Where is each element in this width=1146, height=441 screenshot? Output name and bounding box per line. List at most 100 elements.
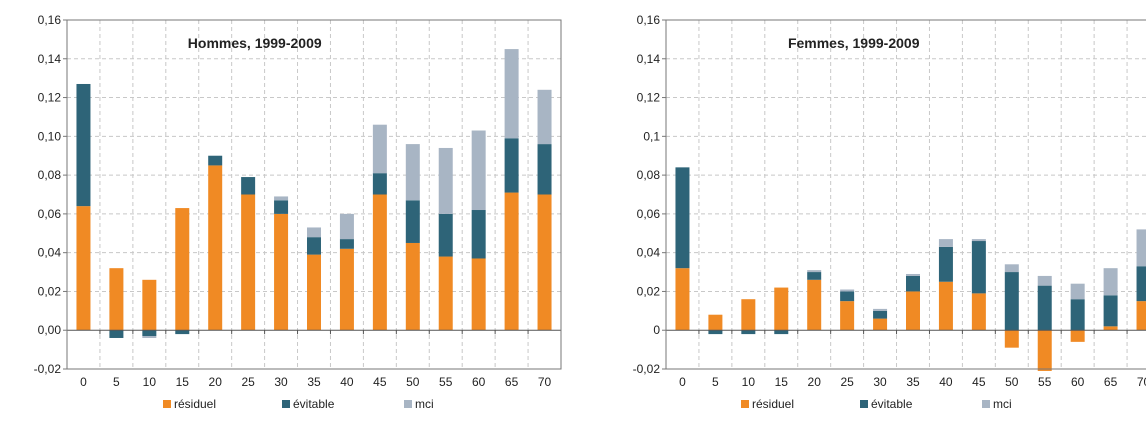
chart1-x-tick-label: 35	[307, 375, 321, 389]
chart2-bar-residuel	[1070, 330, 1085, 342]
chart1-bar-mci	[405, 144, 420, 201]
chart2-y-tick-label: 0	[653, 323, 660, 337]
chart2-bar-residuel	[938, 281, 953, 331]
chart2-bar-mci	[807, 270, 822, 273]
chart2-bar-residuel	[807, 279, 822, 331]
chart2-bar-mci	[938, 239, 953, 247]
chart2-x-tick-label: 30	[873, 375, 887, 389]
chart1-bar-residuel	[537, 194, 552, 331]
chart1-bar-evitable	[339, 239, 354, 249]
chart2-y-tick-label: 0,16	[637, 13, 661, 27]
chart1-x-tick-label: 25	[241, 375, 255, 389]
chart2-bar-evitable	[807, 272, 822, 280]
chart1-y-tick-label: -0,02	[34, 362, 62, 376]
chart2-bar-evitable	[971, 241, 986, 294]
chart1-y-tick-label: 0,12	[38, 91, 62, 105]
chart2-x-tick-label: 55	[1038, 375, 1052, 389]
chart1-title: Hommes, 1999-2009	[188, 35, 322, 51]
chart2-bar-residuel	[708, 314, 723, 331]
chart2-y-tick-label: 0,1	[643, 129, 660, 143]
chart2-y-tick-label: 0,02	[637, 284, 661, 298]
chart2-y-tick-label: 0,04	[637, 246, 661, 260]
chart2-y-tick-label: 0,14	[637, 52, 661, 66]
chart1-legend-swatch-residuel	[163, 400, 171, 408]
chart2-x-tick-label: 65	[1104, 375, 1118, 389]
chart1-bar-mci	[274, 196, 289, 201]
chart2-bar-residuel	[873, 318, 888, 331]
chart1-x-tick-label: 65	[505, 375, 519, 389]
chart1-bar-mci	[438, 147, 453, 214]
chart1-bar-evitable	[76, 83, 91, 207]
chart2-x-tick-label: 25	[840, 375, 854, 389]
chart2-bar-residuel	[1004, 330, 1019, 348]
chart1-bar-residuel	[372, 194, 387, 331]
chart1-x-tick-label: 10	[143, 375, 157, 389]
chart1-y-tick-label: 0,04	[38, 246, 62, 260]
chart1-bar-residuel	[405, 242, 420, 331]
chart2-x-tick-label: 50	[1005, 375, 1019, 389]
chart1-legend-swatch-evitable	[282, 400, 290, 408]
chart1-x-tick-label: 60	[472, 375, 486, 389]
chart2-legend-swatch-evitable	[860, 400, 868, 408]
chart1-y-tick-label: 0,14	[38, 52, 62, 66]
chart1-bar-evitable	[274, 200, 289, 214]
chart2-legend-label-evitable: évitable	[871, 397, 913, 411]
chart2-legend-swatch-residuel	[741, 400, 749, 408]
chart2-legend-label-residuel: résiduel	[752, 397, 794, 411]
chart1-x-tick-label: 20	[209, 375, 223, 389]
chart2-y-tick-label: -0,02	[633, 362, 661, 376]
chart1-bar-residuel	[109, 268, 124, 331]
chart1-y-tick-label: 0,00	[38, 323, 62, 337]
chart2-bar-residuel	[1136, 301, 1146, 331]
chart2-bar-evitable	[1037, 285, 1052, 331]
chart2-x-tick-label: 60	[1071, 375, 1085, 389]
chart1-bar-evitable	[109, 330, 124, 338]
chart2-bar-mci	[1004, 264, 1019, 273]
chart1-bar-mci	[537, 89, 552, 145]
chart2-bar-evitable	[1070, 299, 1085, 331]
chart2-plot-frame	[665, 19, 1146, 370]
chart1-bar-mci	[307, 227, 321, 238]
chart1-bar-residuel	[142, 279, 157, 331]
chart1-x-tick-label: 55	[439, 375, 453, 389]
chart2-x-tick-label: 5	[712, 375, 719, 389]
chart1-bar-mci	[504, 49, 519, 139]
chart1-legend-label-evitable: évitable	[293, 397, 335, 411]
chart1-bar-evitable	[208, 155, 223, 166]
chart2-bar-evitable	[938, 246, 953, 282]
chart1-y-tick-label: 0,10	[38, 129, 62, 143]
chart2-x-tick-label: 40	[939, 375, 953, 389]
chart2-bar-mci	[1136, 229, 1146, 267]
chart1-x-tick-label: 5	[113, 375, 120, 389]
chart2-bar-mci	[840, 289, 855, 292]
chart1-bar-mci	[142, 336, 157, 338]
chart1-x-tick-label: 15	[176, 375, 190, 389]
chart2-bar-residuel	[774, 287, 789, 331]
chart1-bar-residuel	[175, 208, 190, 331]
chart1-bar-residuel	[76, 206, 91, 331]
chart2-bar-evitable	[906, 275, 920, 292]
chart2-bar-mci	[873, 308, 888, 311]
chart1-bar-residuel	[471, 258, 486, 331]
chart1-bar-evitable	[142, 330, 157, 337]
chart1-legend-label-residuel: résiduel	[174, 397, 216, 411]
chart2-bar-residuel	[1103, 326, 1118, 331]
chart1-bar-evitable	[372, 173, 387, 195]
chart1-x-tick-label: 0	[80, 375, 87, 389]
chart1-plot-frame	[66, 19, 562, 370]
chart1-bar-evitable	[438, 213, 453, 257]
chart2-x-tick-label: 10	[742, 375, 756, 389]
chart2-bar-mci	[1070, 283, 1085, 300]
chart2-bar-evitable	[1136, 266, 1146, 302]
chart2-bar-residuel	[840, 301, 855, 331]
chart2-bar-mci	[1037, 275, 1052, 286]
chart1-bar-residuel	[241, 194, 256, 331]
chart2-bar-evitable	[873, 310, 888, 319]
chart2-legend-label-mci: mci	[993, 397, 1012, 411]
chart1-bar-evitable	[175, 330, 190, 335]
chart1-bar-mci	[372, 124, 387, 174]
chart2-x-tick-label: 15	[775, 375, 789, 389]
chart2-x-tick-label: 45	[972, 375, 986, 389]
chart1-y-tick-label: 0,06	[38, 207, 62, 221]
chart2-bar-residuel	[971, 293, 986, 331]
